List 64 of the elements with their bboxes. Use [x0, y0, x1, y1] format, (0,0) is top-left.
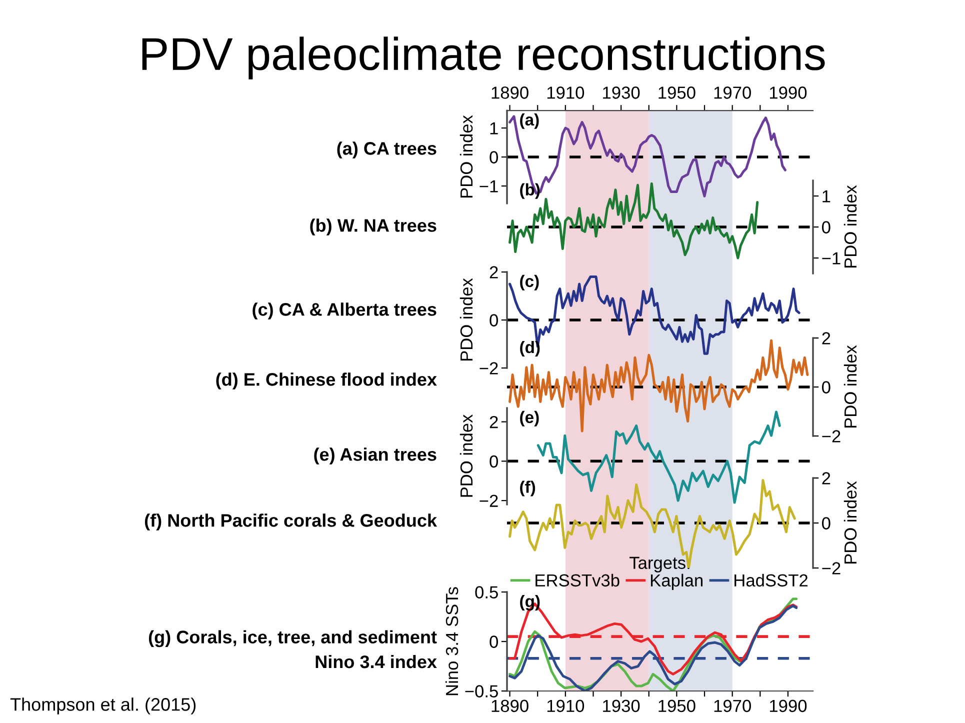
text: (d) E. Chinese flood index — [216, 372, 437, 390]
x-tick-label: 1990 — [770, 700, 807, 712]
text: (b) W. NA trees — [310, 218, 436, 236]
x-tick-label: 1910 — [547, 700, 584, 712]
line-series — [508, 339, 809, 432]
y-axis-title: PDO index — [460, 115, 473, 198]
x2-tick-label: 1930 — [603, 86, 640, 99]
line-series — [508, 115, 786, 198]
y-tick-label: 1 — [490, 122, 498, 134]
y-tick-label: 0.5 — [475, 586, 498, 598]
y2-tick-label: 2 — [822, 472, 830, 484]
y-tick-label: 2 — [490, 416, 498, 428]
x-tick-label: 1930 — [603, 700, 640, 712]
x-tick-label: 1950 — [658, 700, 696, 712]
text: (a) CA trees — [337, 142, 436, 158]
y2-tick-label: 0 — [822, 381, 830, 394]
y2-axis-title: PDO index — [844, 185, 857, 268]
annotation: (b) — [520, 183, 540, 199]
line-series — [508, 182, 759, 260]
text: (e) Asian trees — [314, 448, 436, 464]
y-tick-label: −0.5 — [465, 685, 498, 698]
y2-tick-label: −2 — [822, 562, 840, 574]
y-axis-title: Nino 3.4 SSTs — [445, 587, 458, 696]
y-tick-label: −2 — [480, 494, 498, 507]
y2-axis-title: PDO index — [844, 345, 857, 428]
y-tick-label: 0 — [490, 151, 498, 164]
text: (f) North Pacific corals & Geoduck — [144, 514, 438, 530]
y-tick-label: 0 — [490, 636, 498, 648]
annotation: (c) — [520, 274, 539, 290]
y2-tick-label: 1 — [822, 190, 830, 202]
annotation: (g) — [520, 594, 540, 611]
y2-tick-label: −2 — [822, 430, 840, 442]
x2-tick-label: 1890 — [492, 86, 528, 99]
y2-tick-label: 0 — [822, 221, 830, 234]
text: (c) CA & Alberta trees — [252, 302, 436, 320]
y-tick-label: 2 — [490, 266, 498, 278]
annotation: (e) — [520, 410, 539, 426]
y-tick-label: 0 — [490, 455, 498, 468]
text: Thompson et al. (2015) — [10, 698, 196, 714]
y-tick-label: −2 — [480, 362, 498, 374]
text: (g) Corals, ice, tree, and sediment Nino 3.4 index — [148, 630, 437, 668]
y2-tick-label: 2 — [822, 332, 830, 344]
y-axis-title: PDO index — [460, 278, 473, 361]
legend-label: HadSST2 — [734, 574, 808, 587]
x2-tick-label: 1990 — [770, 86, 807, 99]
y2-tick-label: 0 — [822, 517, 830, 530]
annotation: (a) — [520, 113, 539, 129]
y2-tick-label: −1 — [822, 252, 840, 264]
annotation: (f) — [520, 480, 536, 496]
legend-label: ERSSTv3b — [536, 574, 620, 587]
y-axis-title: PDO index — [460, 414, 473, 497]
x-tick-label: 1970 — [714, 700, 751, 712]
y-tick-label: 0 — [490, 314, 498, 326]
y2-axis-title: PDO index — [844, 481, 857, 564]
x-tick-label: 1890 — [492, 700, 528, 712]
x2-tick-label: 1910 — [547, 86, 584, 99]
chart-title: PDV paleoclimate reconstructions — [142, 36, 825, 80]
line-series — [508, 276, 800, 355]
x2-tick-label: 1970 — [714, 86, 751, 99]
annotation: (d) — [520, 340, 540, 356]
legend-title: Targets: — [630, 556, 690, 572]
legend-label: Kaplan — [650, 574, 702, 590]
y-tick-label: −1 — [480, 180, 498, 192]
x2-tick-label: 1950 — [658, 86, 696, 99]
